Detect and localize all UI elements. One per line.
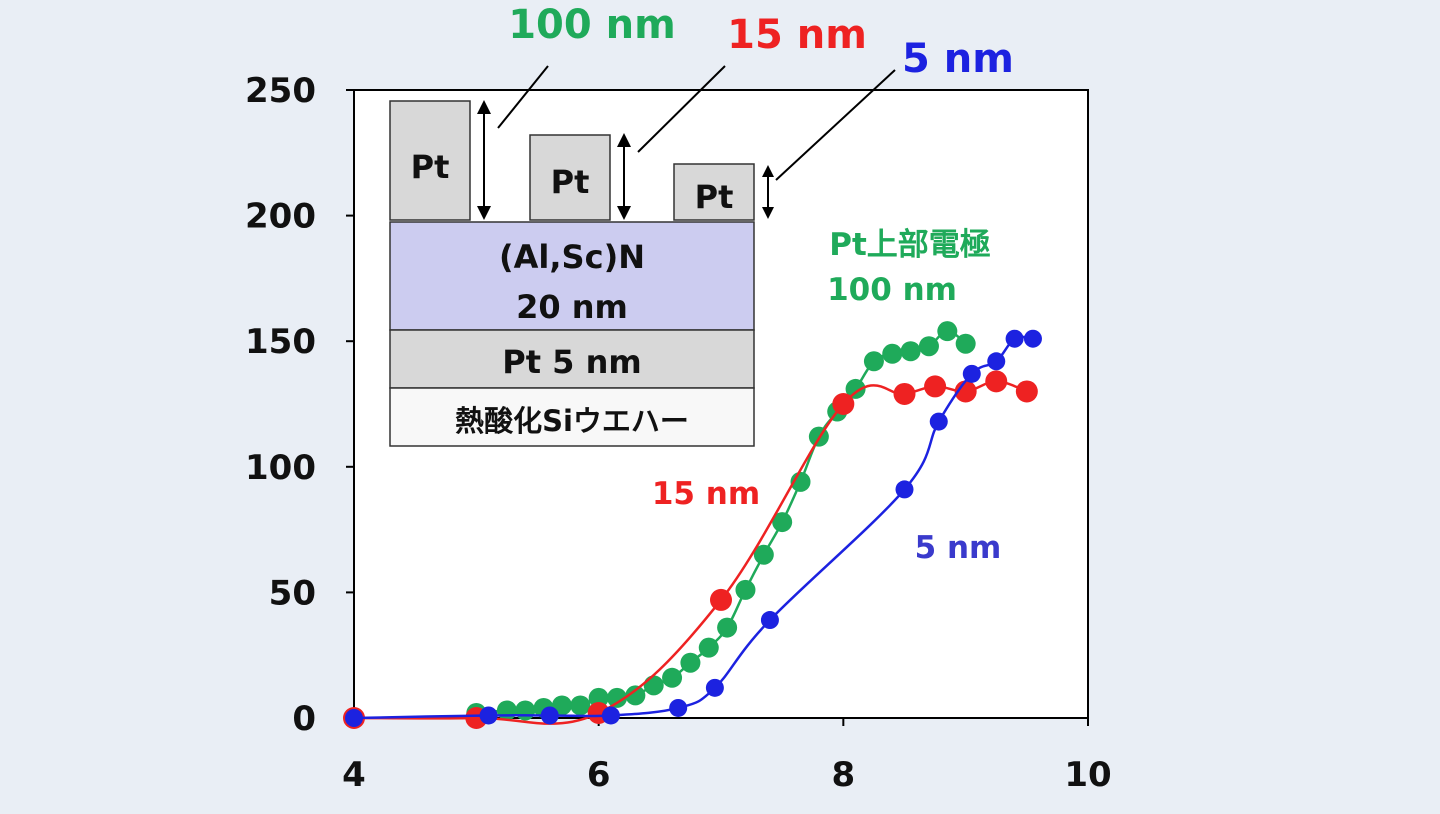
data-point [698,637,719,658]
top-label-5nm: 5 nm [902,36,1014,82]
data-point [753,544,774,565]
y-tick-label: 200 [245,197,316,237]
data-point [717,617,738,638]
pt-electrode-100nm [389,100,471,221]
data-point [1023,329,1042,348]
y-tick-label: 100 [245,448,316,488]
data-point [345,709,363,727]
data-point [735,579,756,600]
red-series-label: 15 nm [652,476,760,512]
y-tick-label: 50 [269,573,316,613]
data-point [882,343,903,364]
data-point [1005,329,1024,348]
data-point [496,700,517,721]
series-layer [343,321,1042,729]
data-point [479,706,498,725]
data-point [954,380,977,403]
thickness-arrows [477,100,774,220]
data-point [515,700,536,721]
data-point [845,378,866,399]
data-point [900,341,921,362]
data-point [893,382,916,405]
data-point [1015,380,1038,403]
green-series-label-line1: Pt上部電極 [829,227,991,263]
y-tick-label: 150 [245,322,316,362]
data-point [985,370,1008,393]
data-point [760,611,779,630]
data-point [863,351,884,372]
pt-electrode-5nm [673,163,755,221]
pt-label-100nm: Pt [411,148,450,186]
data-point [705,678,724,697]
bottom-pt-layer [389,329,755,389]
data-point [570,695,591,716]
x-tick-label: 4 [342,755,366,795]
blue-series-label: 5 nm [915,530,1002,566]
data-point [937,321,958,342]
data-point [987,352,1006,371]
alscn-label: (Al,Sc)N [499,238,645,276]
top-label-100nm: 100 nm [508,2,676,48]
data-point [601,706,620,725]
bottom-pt-label: Pt 5 nm [502,343,641,381]
leader-lines [497,65,896,181]
data-point [540,706,559,725]
data-point [924,375,947,398]
layer-stack-inset: Pt Pt Pt (Al,Sc)N 20 nm Pt 5 nm 熱酸化Siウエハ… [389,65,896,447]
data-point [662,667,683,688]
pt-electrode-15nm [529,134,611,221]
series-2 [345,329,1042,727]
substrate-label: 熱酸化Siウエハー [455,404,689,438]
data-point [955,333,976,354]
data-point [772,512,793,533]
data-point [643,675,664,696]
data-point [962,364,981,383]
y-tick-label: 0 [292,699,316,739]
y-tick-label: 250 [245,71,316,111]
alscn-layer [389,221,755,331]
data-point [710,588,732,611]
data-point [588,687,609,708]
substrate-layer [389,387,755,447]
data-point [625,685,646,706]
data-point [895,480,914,499]
pt-label-15nm: Pt [551,163,590,201]
green-series-label-line2: 100 nm [827,272,957,308]
top-label-15nm: 15 nm [727,12,867,58]
data-point [669,698,688,717]
x-tick-label: 10 [1064,755,1111,795]
data-point [607,687,628,708]
data-point [832,393,855,415]
pt-label-5nm: Pt [695,178,734,216]
alscn-thickness: 20 nm [516,288,628,326]
data-point [918,336,939,357]
x-tick-label: 6 [587,755,611,795]
data-point [680,652,701,673]
x-tick-label: 8 [831,755,855,795]
data-point [929,412,948,431]
